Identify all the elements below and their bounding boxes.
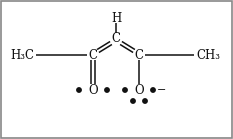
Text: H₃C: H₃C: [10, 49, 34, 61]
Text: O: O: [88, 84, 98, 96]
Text: CH₃: CH₃: [196, 49, 220, 61]
Text: −: −: [157, 85, 167, 95]
Text: C: C: [134, 49, 144, 61]
Circle shape: [143, 99, 147, 103]
FancyBboxPatch shape: [1, 1, 232, 138]
Text: O: O: [134, 84, 144, 96]
Text: C: C: [112, 32, 120, 44]
Circle shape: [77, 88, 81, 92]
Circle shape: [131, 99, 135, 103]
Text: C: C: [89, 49, 97, 61]
Circle shape: [105, 88, 109, 92]
Circle shape: [151, 88, 155, 92]
Circle shape: [123, 88, 127, 92]
Text: H: H: [111, 12, 121, 24]
